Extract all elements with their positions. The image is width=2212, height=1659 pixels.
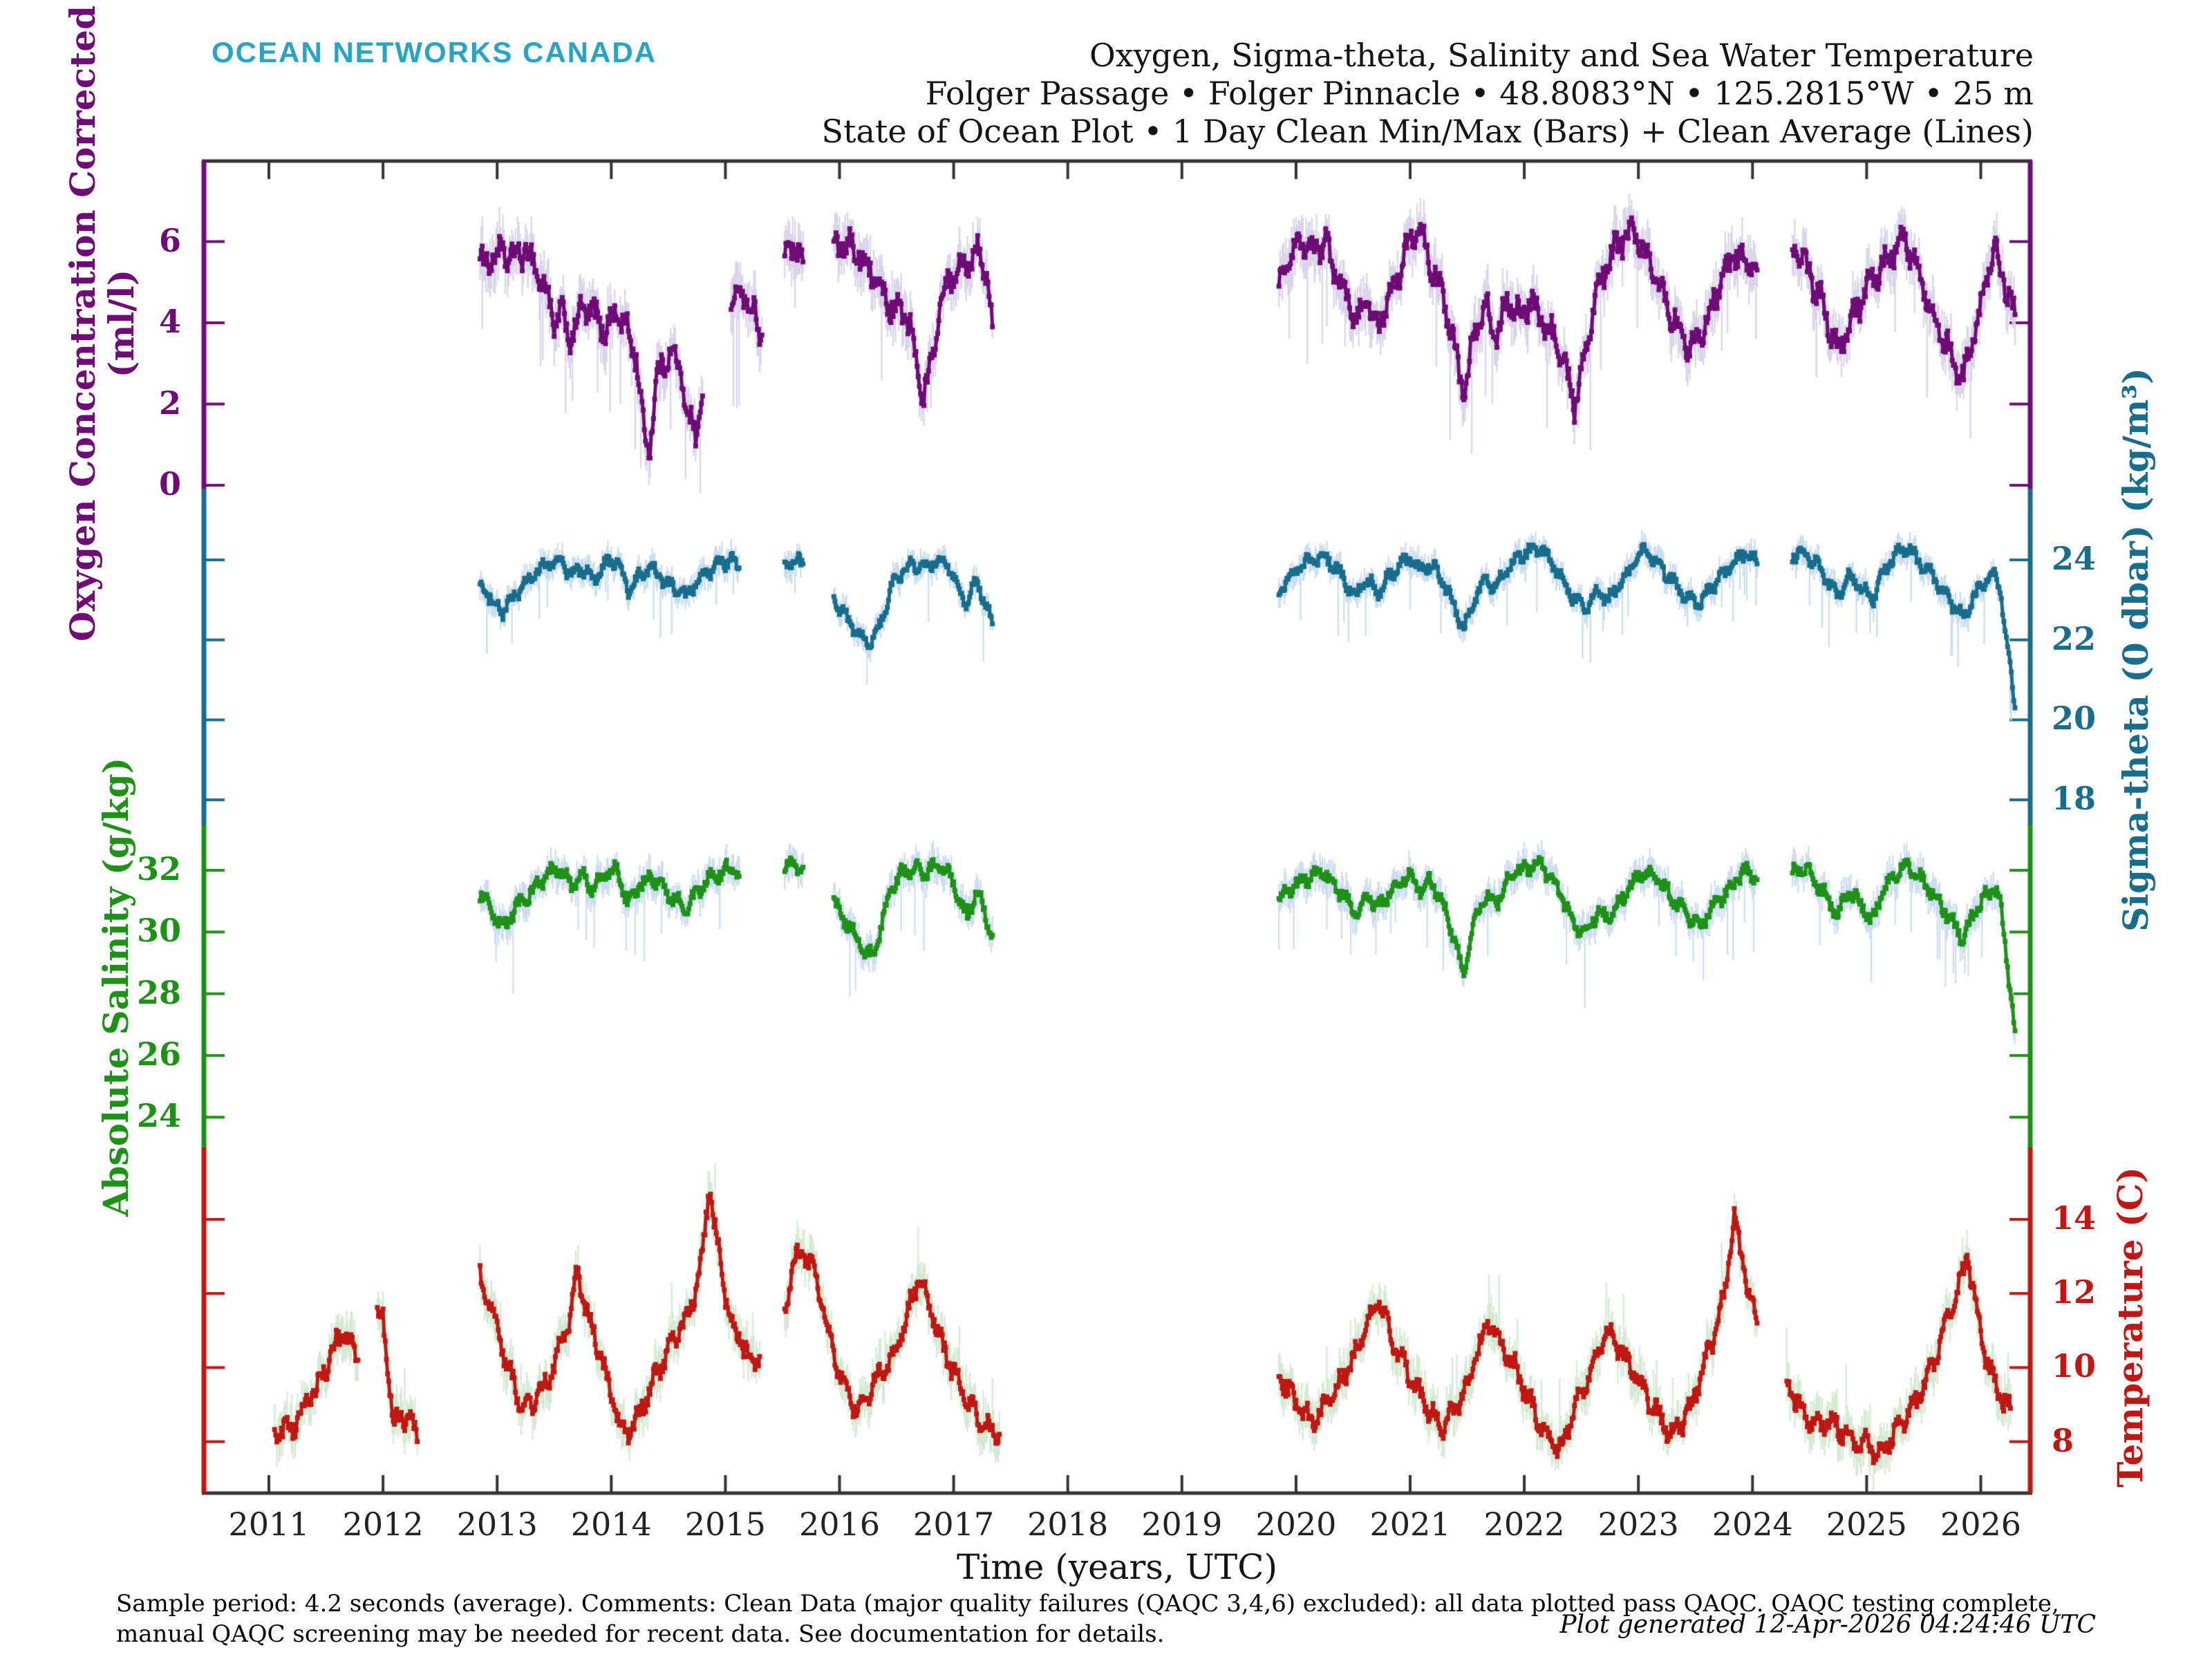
y-axis-title-salinity: Absolute Salinity (g/kg) — [95, 757, 136, 1217]
y-tick-label-temperature-10: 10 — [2052, 1347, 2097, 1385]
x-tick-label-2026: 2026 — [1940, 1506, 2022, 1543]
x-tick-label-2024: 2024 — [1712, 1506, 1793, 1543]
y-tick-label-oxygen-4: 4 — [158, 302, 181, 340]
chart-title-line-2: Folger Passage • Folger Pinnacle • 48.80… — [925, 75, 2034, 112]
x-tick-label-2023: 2023 — [1597, 1506, 1679, 1543]
y-tick-label-oxygen-0: 0 — [158, 465, 181, 503]
y-tick-label-sigma-20: 20 — [2052, 700, 2097, 738]
y-tick-label-sigma-24: 24 — [2052, 539, 2097, 577]
y-axis-title-sigma-theta: Sigma-theta (0 dbar) (kg/m³) — [2115, 368, 2156, 932]
y-tick-label-temperature-12: 12 — [2052, 1273, 2097, 1311]
x-tick-label-2011: 2011 — [228, 1506, 310, 1543]
y-tick-label-sigma-18: 18 — [2052, 779, 2097, 817]
ocean-networks-canada-logo: OCEAN NETWORKS CANADA — [212, 36, 657, 68]
footer-comment-line-1: Sample period: 4.2 seconds (average). Co… — [116, 1590, 2059, 1618]
chart-title-line-1: Oxygen, Sigma-theta, Salinity and Sea Wa… — [1089, 37, 2034, 74]
y-tick-label-temperature-14: 14 — [2052, 1199, 2097, 1237]
y-axis-title-oxygen: Oxygen Concentration Corrected (ml/l) — [62, 5, 142, 642]
x-tick-label-2020: 2020 — [1255, 1506, 1337, 1543]
x-tick-label-2021: 2021 — [1369, 1506, 1451, 1543]
y-tick-label-salinity-32: 32 — [136, 850, 181, 888]
y-tick-label-salinity-30: 30 — [136, 912, 181, 950]
plot-generated-timestamp: Plot generated 12-Apr-2026 04:24:46 UTC — [1559, 1611, 2096, 1639]
x-tick-label-2015: 2015 — [684, 1506, 766, 1543]
y-tick-label-salinity-26: 26 — [136, 1035, 181, 1073]
x-tick-label-2016: 2016 — [798, 1506, 881, 1543]
y-tick-label-salinity-24: 24 — [136, 1097, 181, 1135]
y-axis-title-oxygen-units: (ml/l) — [101, 269, 142, 378]
x-tick-label-2019: 2019 — [1141, 1506, 1223, 1543]
x-tick-label-2018: 2018 — [1027, 1506, 1109, 1543]
y-tick-label-salinity-28: 28 — [136, 973, 181, 1011]
y-tick-label-sigma-22: 22 — [2052, 619, 2097, 657]
chart-title-line-3: State of Ocean Plot • 1 Day Clean Min/Ma… — [821, 113, 2034, 150]
x-tick-label-2013: 2013 — [456, 1506, 538, 1543]
footer-comment-line-2: manual QAQC screening may be needed for … — [116, 1620, 1165, 1648]
x-tick-label-2022: 2022 — [1483, 1506, 1565, 1543]
x-tick-label-2014: 2014 — [570, 1506, 652, 1543]
x-tick-label-2025: 2025 — [1826, 1506, 1907, 1543]
x-tick-label-2012: 2012 — [342, 1506, 424, 1543]
x-axis-title: Time (years, UTC) — [957, 1547, 1277, 1587]
y-axis-title-temperature: Temperature (C) — [2110, 1167, 2150, 1488]
y-tick-label-oxygen-6: 6 — [158, 221, 181, 259]
y-tick-label-temperature-8: 8 — [2052, 1421, 2074, 1459]
y-tick-label-oxygen-2: 2 — [158, 384, 181, 422]
x-tick-label-2017: 2017 — [913, 1506, 995, 1543]
y-axis-title-oxygen-line1: Oxygen Concentration Corrected — [62, 5, 103, 642]
